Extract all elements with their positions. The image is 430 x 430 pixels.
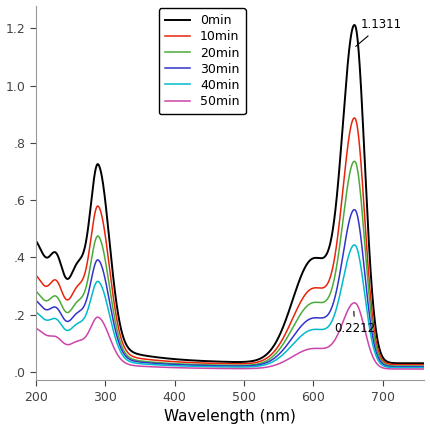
20min <box>339 227 344 232</box>
20min <box>411 363 416 369</box>
20min <box>411 363 416 369</box>
0min <box>53 250 58 255</box>
30min <box>422 364 427 369</box>
Legend: 0min, 10min, 20min, 30min, 40min, 50min: 0min, 10min, 20min, 30min, 40min, 50min <box>159 8 246 114</box>
30min <box>411 364 416 369</box>
40min <box>33 310 38 315</box>
40min <box>222 364 227 369</box>
30min <box>339 259 344 264</box>
Text: 0.2212: 0.2212 <box>334 311 375 335</box>
30min <box>33 298 38 303</box>
20min <box>352 159 357 164</box>
50min <box>411 366 416 372</box>
20min <box>222 362 227 368</box>
Text: 1.1311: 1.1311 <box>356 18 402 46</box>
10min <box>411 362 416 367</box>
50min <box>352 300 357 305</box>
0min <box>352 22 357 28</box>
0min <box>222 359 227 364</box>
Line: 10min: 10min <box>36 118 424 365</box>
Line: 20min: 20min <box>36 161 424 366</box>
50min <box>411 366 416 372</box>
50min <box>422 366 427 372</box>
10min <box>422 362 427 367</box>
40min <box>53 316 58 321</box>
0min <box>212 359 217 364</box>
0min <box>411 361 416 366</box>
20min <box>33 289 38 294</box>
0min <box>422 361 427 366</box>
50min <box>222 366 227 371</box>
50min <box>339 322 344 327</box>
Line: 40min: 40min <box>36 245 424 368</box>
20min <box>53 293 58 298</box>
Line: 50min: 50min <box>36 303 424 369</box>
30min <box>222 363 227 369</box>
10min <box>339 197 344 203</box>
X-axis label: Wavelength (nm): Wavelength (nm) <box>164 409 296 424</box>
50min <box>53 334 58 339</box>
0min <box>339 135 344 140</box>
40min <box>411 365 416 370</box>
40min <box>212 364 217 369</box>
30min <box>352 207 357 212</box>
0min <box>411 361 416 366</box>
40min <box>422 365 427 370</box>
10min <box>411 362 416 367</box>
10min <box>352 115 357 120</box>
40min <box>352 243 357 248</box>
Line: 30min: 30min <box>36 210 424 367</box>
10min <box>33 273 38 278</box>
30min <box>212 363 217 369</box>
30min <box>411 364 416 369</box>
Line: 0min: 0min <box>36 25 424 363</box>
40min <box>411 365 416 370</box>
30min <box>53 304 58 310</box>
20min <box>422 364 427 369</box>
10min <box>222 361 227 366</box>
50min <box>212 366 217 371</box>
0min <box>33 238 38 243</box>
40min <box>339 283 344 289</box>
10min <box>53 277 58 283</box>
50min <box>33 326 38 331</box>
10min <box>212 361 217 366</box>
20min <box>212 362 217 368</box>
